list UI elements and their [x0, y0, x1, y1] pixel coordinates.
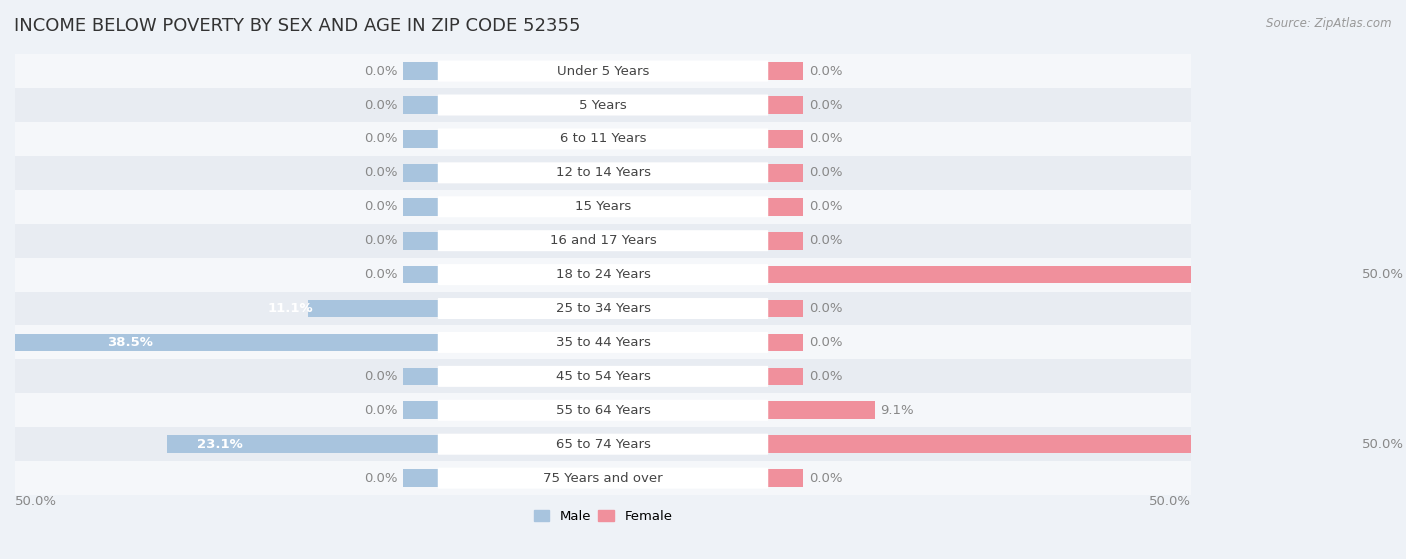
Text: 75 Years and over: 75 Years and over	[543, 472, 662, 485]
Bar	[768, 368, 803, 385]
Bar	[768, 232, 803, 249]
Bar	[308, 300, 439, 318]
Text: 6 to 11 Years: 6 to 11 Years	[560, 132, 647, 145]
Bar	[768, 435, 1355, 453]
Text: 9.1%: 9.1%	[880, 404, 914, 417]
Text: 0.0%: 0.0%	[364, 404, 398, 417]
FancyBboxPatch shape	[437, 468, 768, 489]
Bar	[768, 300, 803, 318]
Text: 0.0%: 0.0%	[364, 234, 398, 247]
FancyBboxPatch shape	[437, 298, 768, 319]
FancyBboxPatch shape	[437, 400, 768, 421]
Bar	[404, 470, 439, 487]
FancyBboxPatch shape	[437, 366, 768, 387]
Text: 50.0%: 50.0%	[1149, 495, 1191, 508]
Bar	[404, 266, 439, 283]
Bar	[768, 96, 803, 114]
FancyBboxPatch shape	[437, 60, 768, 82]
Text: 50.0%: 50.0%	[1361, 438, 1403, 451]
Bar	[404, 96, 439, 114]
Text: 0.0%: 0.0%	[364, 65, 398, 78]
Text: 0.0%: 0.0%	[364, 472, 398, 485]
Bar	[404, 62, 439, 80]
Bar	[15, 427, 1191, 461]
Text: 25 to 34 Years: 25 to 34 Years	[555, 302, 651, 315]
Text: 0.0%: 0.0%	[808, 98, 842, 111]
Bar	[15, 258, 1191, 292]
Bar	[404, 368, 439, 385]
Bar	[768, 198, 803, 216]
FancyBboxPatch shape	[437, 129, 768, 149]
Bar	[768, 401, 875, 419]
FancyBboxPatch shape	[437, 434, 768, 454]
Text: 0.0%: 0.0%	[364, 98, 398, 111]
Bar	[15, 461, 1191, 495]
Bar	[768, 130, 803, 148]
Text: 0.0%: 0.0%	[808, 200, 842, 214]
Bar	[15, 156, 1191, 190]
Bar	[404, 198, 439, 216]
Text: 38.5%: 38.5%	[107, 336, 153, 349]
Text: 0.0%: 0.0%	[364, 268, 398, 281]
Bar	[768, 266, 1355, 283]
Text: Source: ZipAtlas.com: Source: ZipAtlas.com	[1267, 17, 1392, 30]
Text: 0.0%: 0.0%	[364, 132, 398, 145]
Text: 11.1%: 11.1%	[269, 302, 314, 315]
Text: Under 5 Years: Under 5 Years	[557, 65, 650, 78]
Text: 0.0%: 0.0%	[808, 65, 842, 78]
Bar	[15, 394, 1191, 427]
Bar	[768, 62, 803, 80]
Legend: Male, Female: Male, Female	[529, 505, 678, 528]
Bar	[15, 359, 1191, 394]
Text: 15 Years: 15 Years	[575, 200, 631, 214]
Text: 0.0%: 0.0%	[364, 167, 398, 179]
Text: 5 Years: 5 Years	[579, 98, 627, 111]
Text: 0.0%: 0.0%	[808, 234, 842, 247]
Text: 45 to 54 Years: 45 to 54 Years	[555, 370, 651, 383]
Text: 0.0%: 0.0%	[808, 472, 842, 485]
Text: 0.0%: 0.0%	[808, 167, 842, 179]
FancyBboxPatch shape	[437, 196, 768, 217]
Text: 0.0%: 0.0%	[808, 370, 842, 383]
Text: 50.0%: 50.0%	[15, 495, 58, 508]
Text: 0.0%: 0.0%	[808, 302, 842, 315]
Bar	[768, 164, 803, 182]
FancyBboxPatch shape	[437, 162, 768, 183]
FancyBboxPatch shape	[437, 332, 768, 353]
Bar	[15, 54, 1191, 88]
FancyBboxPatch shape	[437, 264, 768, 285]
Text: 0.0%: 0.0%	[364, 370, 398, 383]
Bar	[15, 292, 1191, 325]
FancyBboxPatch shape	[437, 230, 768, 251]
Bar	[404, 164, 439, 182]
Text: 0.0%: 0.0%	[808, 336, 842, 349]
Text: 0.0%: 0.0%	[364, 200, 398, 214]
Text: 35 to 44 Years: 35 to 44 Years	[555, 336, 651, 349]
Text: 18 to 24 Years: 18 to 24 Years	[555, 268, 651, 281]
Text: 50.0%: 50.0%	[1361, 268, 1403, 281]
Bar	[404, 130, 439, 148]
Text: 0.0%: 0.0%	[808, 132, 842, 145]
Bar	[15, 325, 1191, 359]
Text: 65 to 74 Years: 65 to 74 Years	[555, 438, 651, 451]
Text: 16 and 17 Years: 16 and 17 Years	[550, 234, 657, 247]
Bar	[768, 334, 803, 351]
FancyBboxPatch shape	[437, 94, 768, 116]
Bar	[167, 435, 439, 453]
Bar	[404, 232, 439, 249]
Bar	[15, 190, 1191, 224]
Text: 55 to 64 Years: 55 to 64 Years	[555, 404, 651, 417]
Text: 12 to 14 Years: 12 to 14 Years	[555, 167, 651, 179]
Bar	[15, 88, 1191, 122]
Bar	[768, 470, 803, 487]
Bar	[404, 401, 439, 419]
Text: INCOME BELOW POVERTY BY SEX AND AGE IN ZIP CODE 52355: INCOME BELOW POVERTY BY SEX AND AGE IN Z…	[14, 17, 581, 35]
Bar	[0, 334, 439, 351]
Bar	[15, 224, 1191, 258]
Text: 23.1%: 23.1%	[197, 438, 243, 451]
Bar	[15, 122, 1191, 156]
